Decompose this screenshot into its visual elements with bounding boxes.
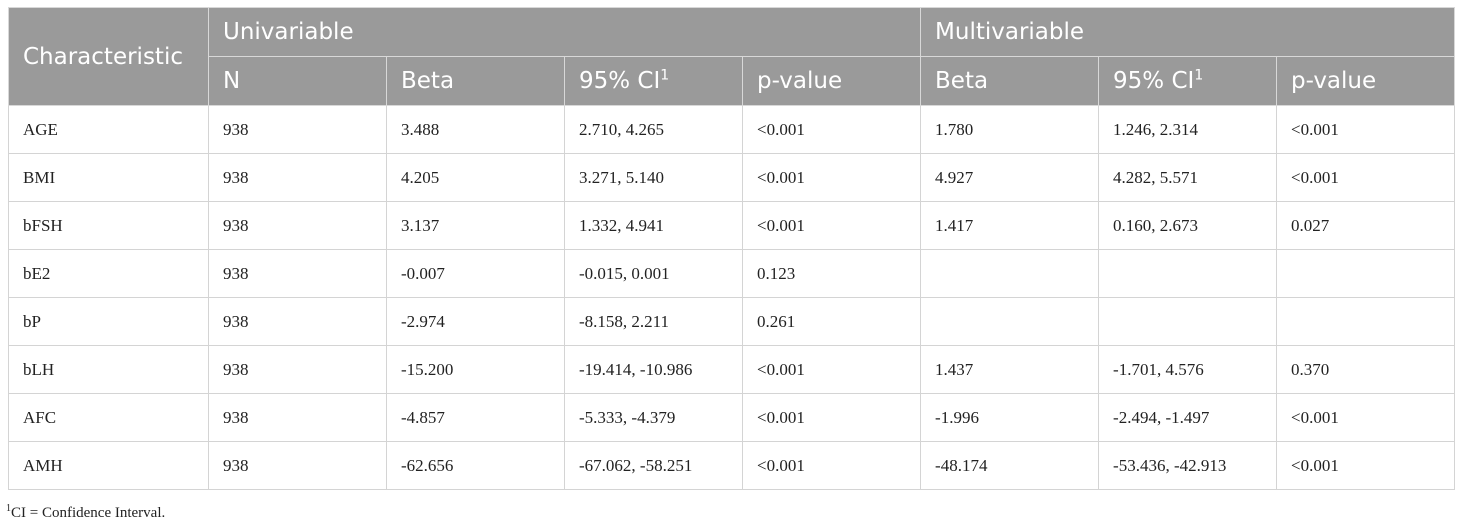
cell-uni-ci: 3.271, 5.140 (564, 153, 743, 202)
cell-uni-beta: -62.656 (386, 441, 565, 490)
cell-uni-p: 0.261 (741, 297, 922, 346)
header-multi-ci: 95% CI1 (1098, 56, 1278, 106)
cell-uni-p: 0.123 (741, 249, 922, 298)
cell-uni-beta: -0.007 (386, 249, 565, 298)
cell-multi-beta: -48.174 (920, 441, 1100, 490)
cell-n: 938 (208, 249, 387, 298)
cell-multi-beta: 1.417 (920, 201, 1100, 250)
table-row: bFSH 938 3.137 1.332, 4.941 <0.001 1.417… (8, 201, 1456, 250)
cell-characteristic: BMI (8, 153, 209, 202)
cell-uni-beta: -4.857 (386, 393, 565, 442)
cell-uni-p: <0.001 (741, 393, 922, 442)
cell-n: 938 (208, 441, 387, 490)
table-row: AFC 938 -4.857 -5.333, -4.379 <0.001 -1.… (8, 393, 1456, 442)
cell-characteristic: AFC (8, 393, 209, 442)
cell-multi-beta: -1.996 (920, 393, 1100, 442)
cell-uni-ci: 1.332, 4.941 (564, 201, 743, 250)
cell-uni-p: <0.001 (741, 201, 922, 250)
cell-multi-ci: -53.436, -42.913 (1098, 441, 1278, 490)
cell-characteristic: bP (8, 297, 209, 346)
cell-uni-ci: -0.015, 0.001 (564, 249, 743, 298)
cell-n: 938 (208, 105, 387, 154)
header-multi-p: p-value (1276, 56, 1456, 106)
cell-uni-p: <0.001 (741, 345, 922, 394)
cell-n: 938 (208, 153, 387, 202)
cell-multi-p (1276, 249, 1456, 298)
cell-n: 938 (208, 297, 387, 346)
table-row: bE2 938 -0.007 -0.015, 0.001 0.123 (8, 249, 1456, 298)
cell-uni-ci: -19.414, -10.986 (564, 345, 743, 394)
table-footnote: 1CI = Confidence Interval. (6, 503, 166, 522)
cell-multi-ci: -1.701, 4.576 (1098, 345, 1278, 394)
cell-characteristic: AMH (8, 441, 209, 490)
cell-multi-ci (1098, 249, 1278, 298)
cell-uni-p: <0.001 (741, 105, 922, 154)
cell-characteristic: bLH (8, 345, 209, 394)
header-uni-p: p-value (741, 56, 922, 106)
cell-characteristic: AGE (8, 105, 209, 154)
cell-multi-ci: 1.246, 2.314 (1098, 105, 1278, 154)
header-ci-label: 95% CI (579, 68, 661, 94)
cell-uni-beta: 4.205 (386, 153, 565, 202)
cell-uni-beta: -2.974 (386, 297, 565, 346)
footnote-text: CI = Confidence Interval. (11, 505, 166, 521)
cell-characteristic: bE2 (8, 249, 209, 298)
cell-multi-p: 0.027 (1276, 201, 1456, 250)
table-row: bP 938 -2.974 -8.158, 2.211 0.261 (8, 297, 1456, 346)
table-row: bLH 938 -15.200 -19.414, -10.986 <0.001 … (8, 345, 1456, 394)
cell-multi-p: <0.001 (1276, 393, 1456, 442)
table-row: AGE 938 3.488 2.710, 4.265 <0.001 1.780 … (8, 105, 1456, 154)
cell-multi-ci (1098, 297, 1278, 346)
cell-uni-beta: 3.137 (386, 201, 565, 250)
cell-multi-beta: 4.927 (920, 153, 1100, 202)
cell-n: 938 (208, 393, 387, 442)
cell-uni-ci: -8.158, 2.211 (564, 297, 743, 346)
cell-uni-p: <0.001 (741, 441, 922, 490)
cell-uni-ci: 2.710, 4.265 (564, 105, 743, 154)
header-ci-footnote-mark: 1 (1194, 67, 1204, 84)
cell-n: 938 (208, 345, 387, 394)
cell-uni-ci: -67.062, -58.251 (564, 441, 743, 490)
header-univariable: Univariable (207, 7, 922, 57)
footnote-mark: 1 (6, 503, 11, 514)
cell-uni-beta: 3.488 (386, 105, 565, 154)
cell-multi-p: <0.001 (1276, 441, 1456, 490)
header-multi-beta: Beta (920, 56, 1100, 106)
header-ci-footnote-mark: 1 (660, 67, 670, 84)
cell-multi-p (1276, 297, 1456, 346)
cell-multi-beta: 1.437 (920, 345, 1100, 394)
cell-n: 938 (208, 201, 387, 250)
header-characteristic: Characteristic (8, 7, 209, 106)
regression-table: Characteristic Univariable Multivariable… (8, 7, 1456, 490)
cell-uni-beta: -15.200 (386, 345, 565, 394)
cell-multi-p: <0.001 (1276, 153, 1456, 202)
cell-uni-p: <0.001 (741, 153, 922, 202)
cell-uni-ci: -5.333, -4.379 (564, 393, 743, 442)
cell-multi-beta (920, 249, 1100, 298)
cell-multi-ci: 4.282, 5.571 (1098, 153, 1278, 202)
cell-multi-ci: 0.160, 2.673 (1098, 201, 1278, 250)
cell-multi-beta: 1.780 (920, 105, 1100, 154)
header-uni-beta: Beta (386, 56, 565, 106)
table-row: AMH 938 -62.656 -67.062, -58.251 <0.001 … (8, 441, 1456, 490)
header-ci-label: 95% CI (1113, 68, 1195, 94)
header-uni-ci: 95% CI1 (564, 56, 743, 106)
cell-multi-beta (920, 297, 1100, 346)
cell-multi-ci: -2.494, -1.497 (1098, 393, 1278, 442)
cell-multi-p: <0.001 (1276, 105, 1456, 154)
table-row: BMI 938 4.205 3.271, 5.140 <0.001 4.927 … (8, 153, 1456, 202)
header-multivariable: Multivariable (920, 7, 1456, 57)
cell-characteristic: bFSH (8, 201, 209, 250)
cell-multi-p: 0.370 (1276, 345, 1456, 394)
header-n: N (208, 56, 387, 106)
